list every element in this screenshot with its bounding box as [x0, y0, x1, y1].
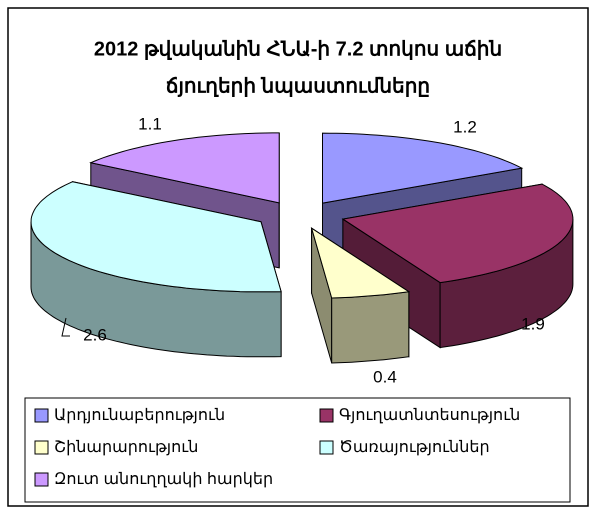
chart-title: ճյուղերի նպաստումները — [166, 75, 430, 97]
slice — [310, 227, 411, 364]
slice-top — [310, 227, 411, 299]
legend-label: Շինարարություն — [54, 439, 198, 456]
legend-label: Արդյունաբերություն — [54, 407, 225, 424]
chart-title: 2012 թվականին ՀՆԱ-ի 7.2 տոկոս աճին — [94, 38, 502, 60]
legend-label: Զուտ անուղղակի հարկեր — [54, 471, 273, 488]
data-label: 1.1 — [138, 114, 162, 133]
data-label: 2.6 — [83, 325, 107, 344]
legend-label: Գյուղատնտեսություն — [339, 407, 520, 424]
data-label: 1.2 — [453, 117, 477, 136]
legend-box — [24, 397, 571, 503]
legend-swatch — [319, 440, 334, 455]
legend-swatch — [34, 472, 49, 487]
data-label: 1.9 — [521, 314, 545, 333]
data-label: 0.4 — [373, 367, 397, 386]
slice — [30, 181, 282, 358]
slice-top — [30, 181, 282, 293]
legend-swatch — [34, 440, 49, 455]
legend-swatch — [319, 408, 334, 423]
slice-top — [89, 132, 280, 204]
slice-top — [322, 132, 524, 204]
legend-swatch — [34, 408, 49, 423]
legend-label: Ծառայություններ — [339, 439, 490, 456]
slice-top — [341, 183, 574, 284]
leader-line — [61, 317, 70, 337]
slice-side — [331, 291, 410, 364]
